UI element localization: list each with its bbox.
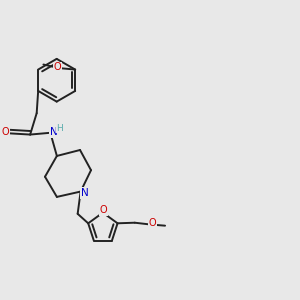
- Text: H: H: [56, 124, 63, 133]
- Text: N: N: [81, 188, 88, 198]
- Text: O: O: [149, 218, 156, 228]
- Text: O: O: [54, 62, 61, 73]
- Text: N: N: [50, 128, 58, 137]
- Text: O: O: [100, 205, 108, 215]
- Text: O: O: [2, 128, 9, 137]
